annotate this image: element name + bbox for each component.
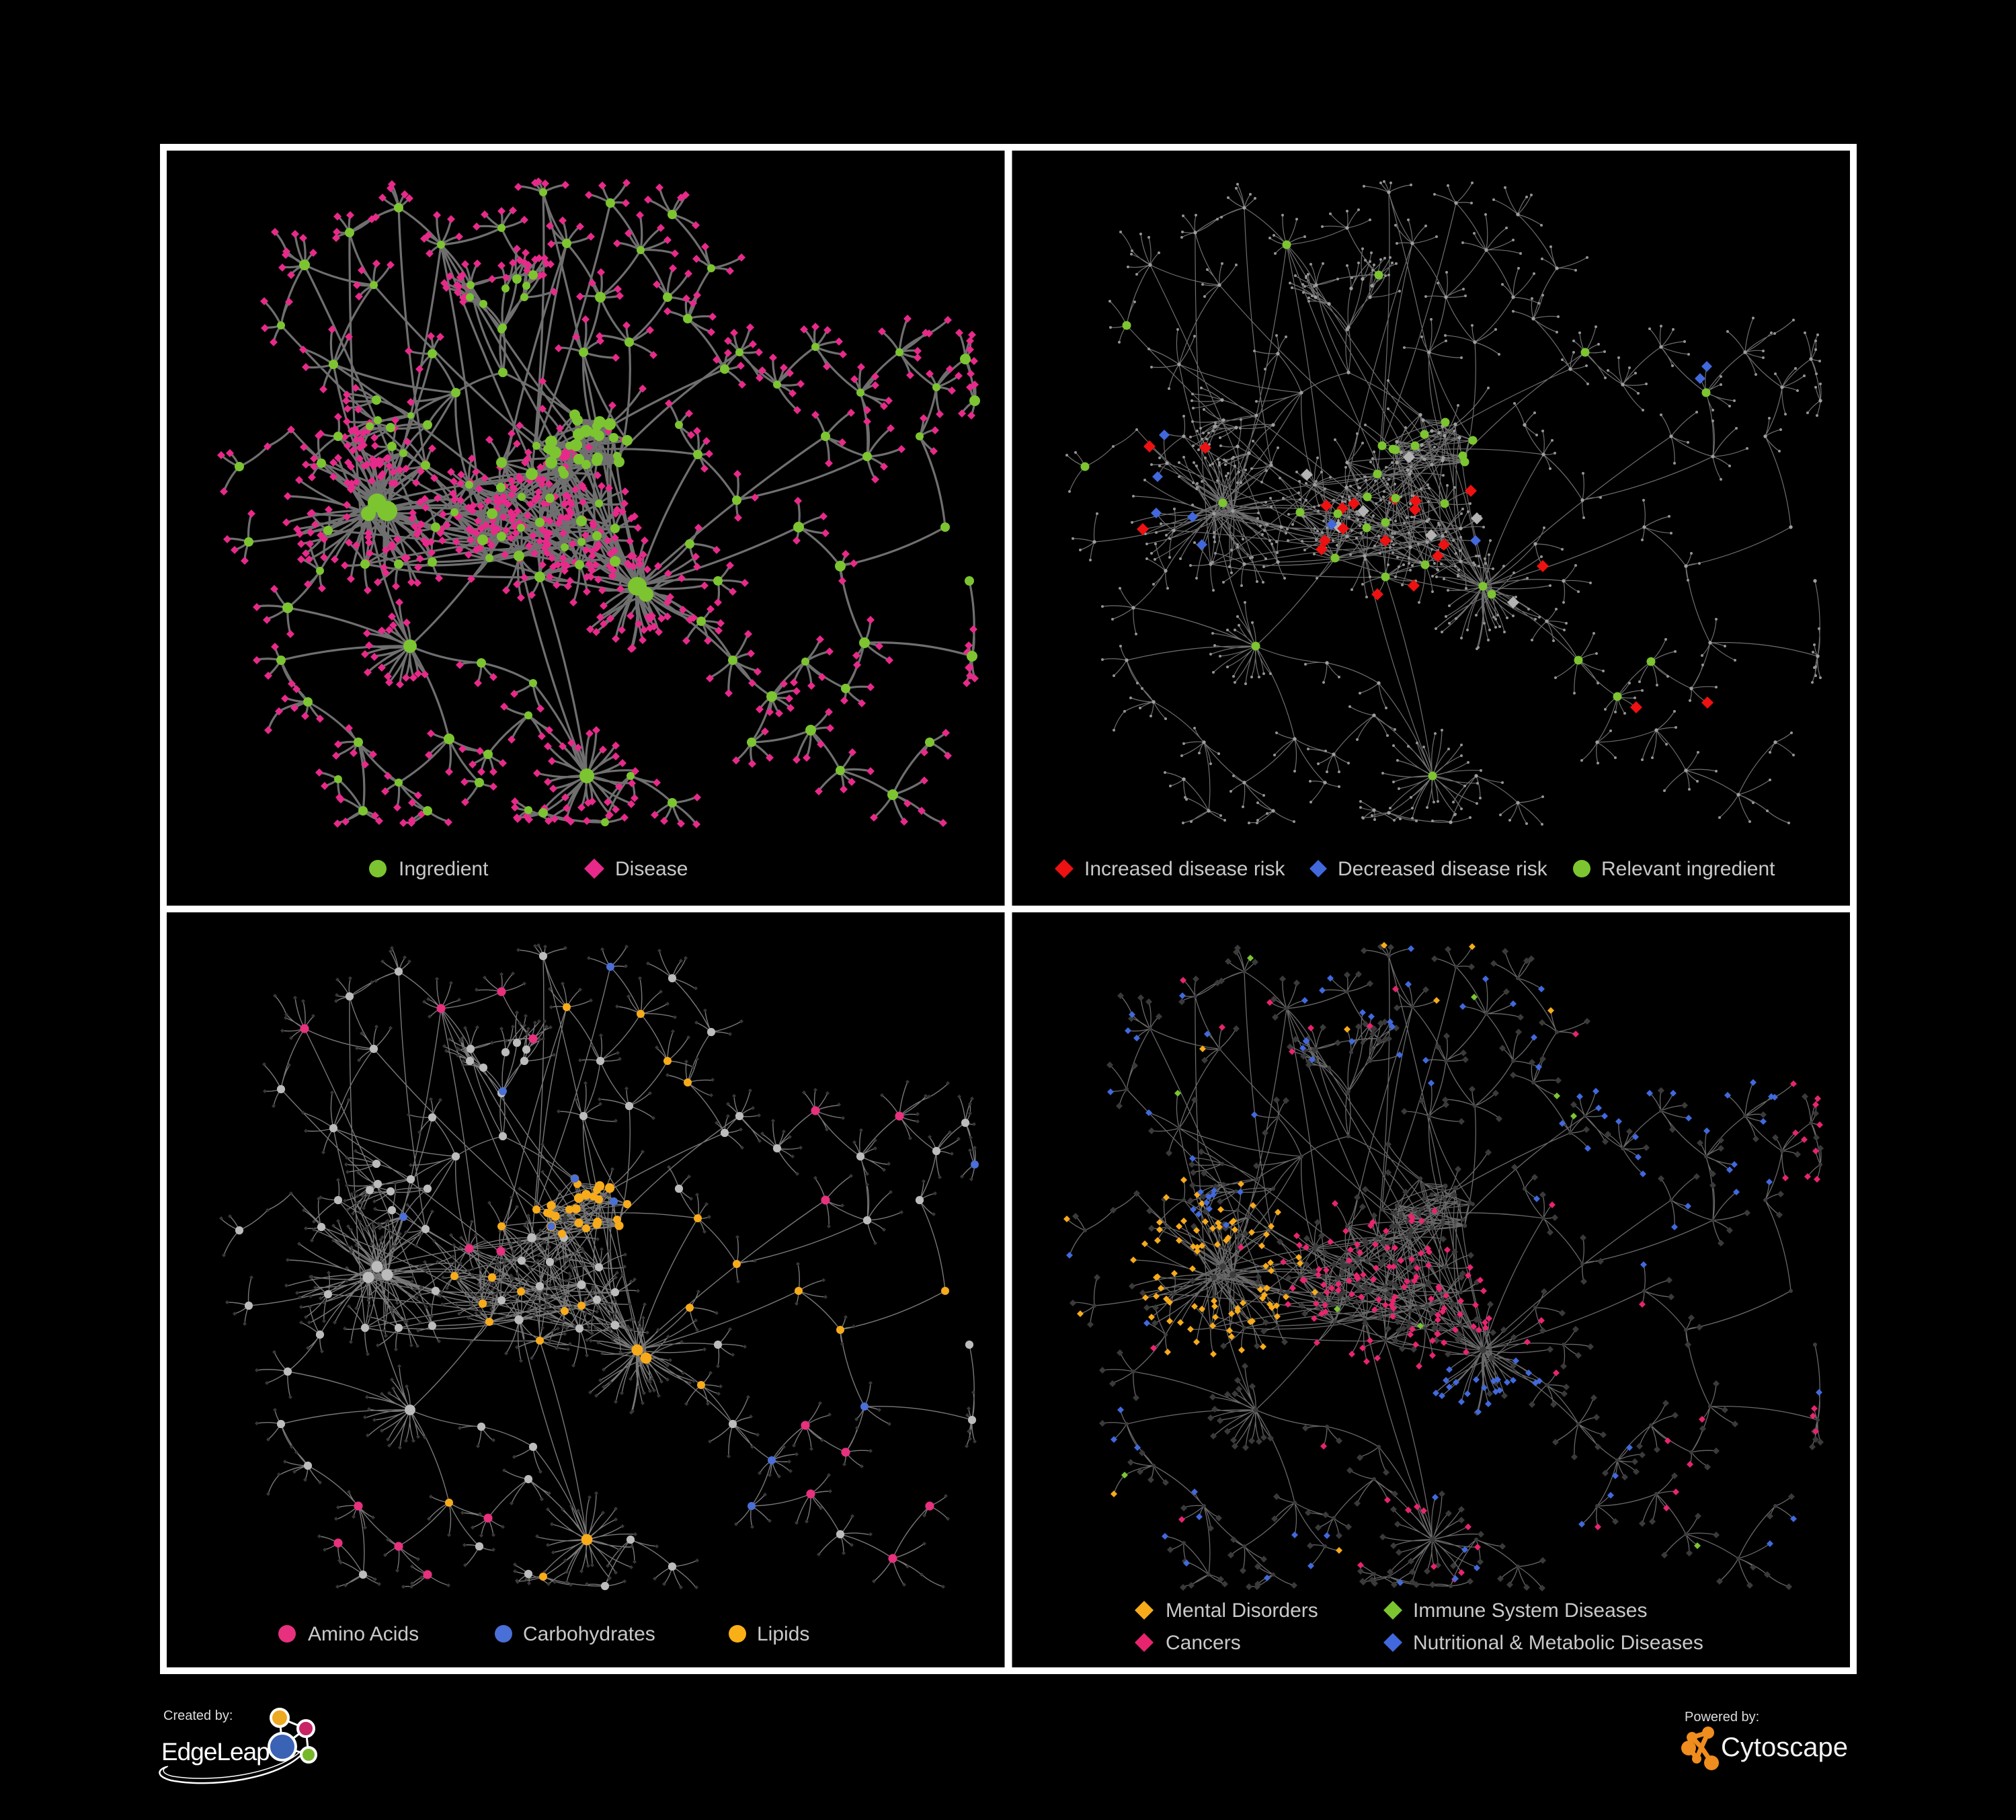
- svg-text:Powered by:: Powered by:: [1685, 1710, 1759, 1725]
- svg-text:Increased disease risk: Increased disease risk: [1084, 858, 1285, 880]
- svg-text:Decreased disease risk: Decreased disease risk: [1338, 858, 1548, 880]
- svg-text:Lipids: Lipids: [757, 1623, 809, 1645]
- svg-text:Immune System Diseases: Immune System Diseases: [1413, 1599, 1647, 1622]
- svg-text:Disease: Disease: [615, 858, 688, 880]
- svg-text:Mental Disorders: Mental Disorders: [1166, 1599, 1318, 1622]
- svg-text:Cytoscape: Cytoscape: [1721, 1733, 1848, 1762]
- svg-text:Nutritional & Metabolic Diseas: Nutritional & Metabolic Diseases: [1413, 1632, 1703, 1654]
- svg-text:Created by:: Created by:: [163, 1708, 233, 1723]
- svg-text:EdgeLeap: EdgeLeap: [161, 1738, 270, 1766]
- svg-text:Relevant ingredient: Relevant ingredient: [1601, 858, 1775, 880]
- svg-text:Amino Acids: Amino Acids: [308, 1623, 419, 1645]
- svg-text:Ingredient: Ingredient: [399, 858, 489, 880]
- svg-text:Cancers: Cancers: [1166, 1632, 1241, 1654]
- svg-text:Carbohydrates: Carbohydrates: [523, 1623, 655, 1645]
